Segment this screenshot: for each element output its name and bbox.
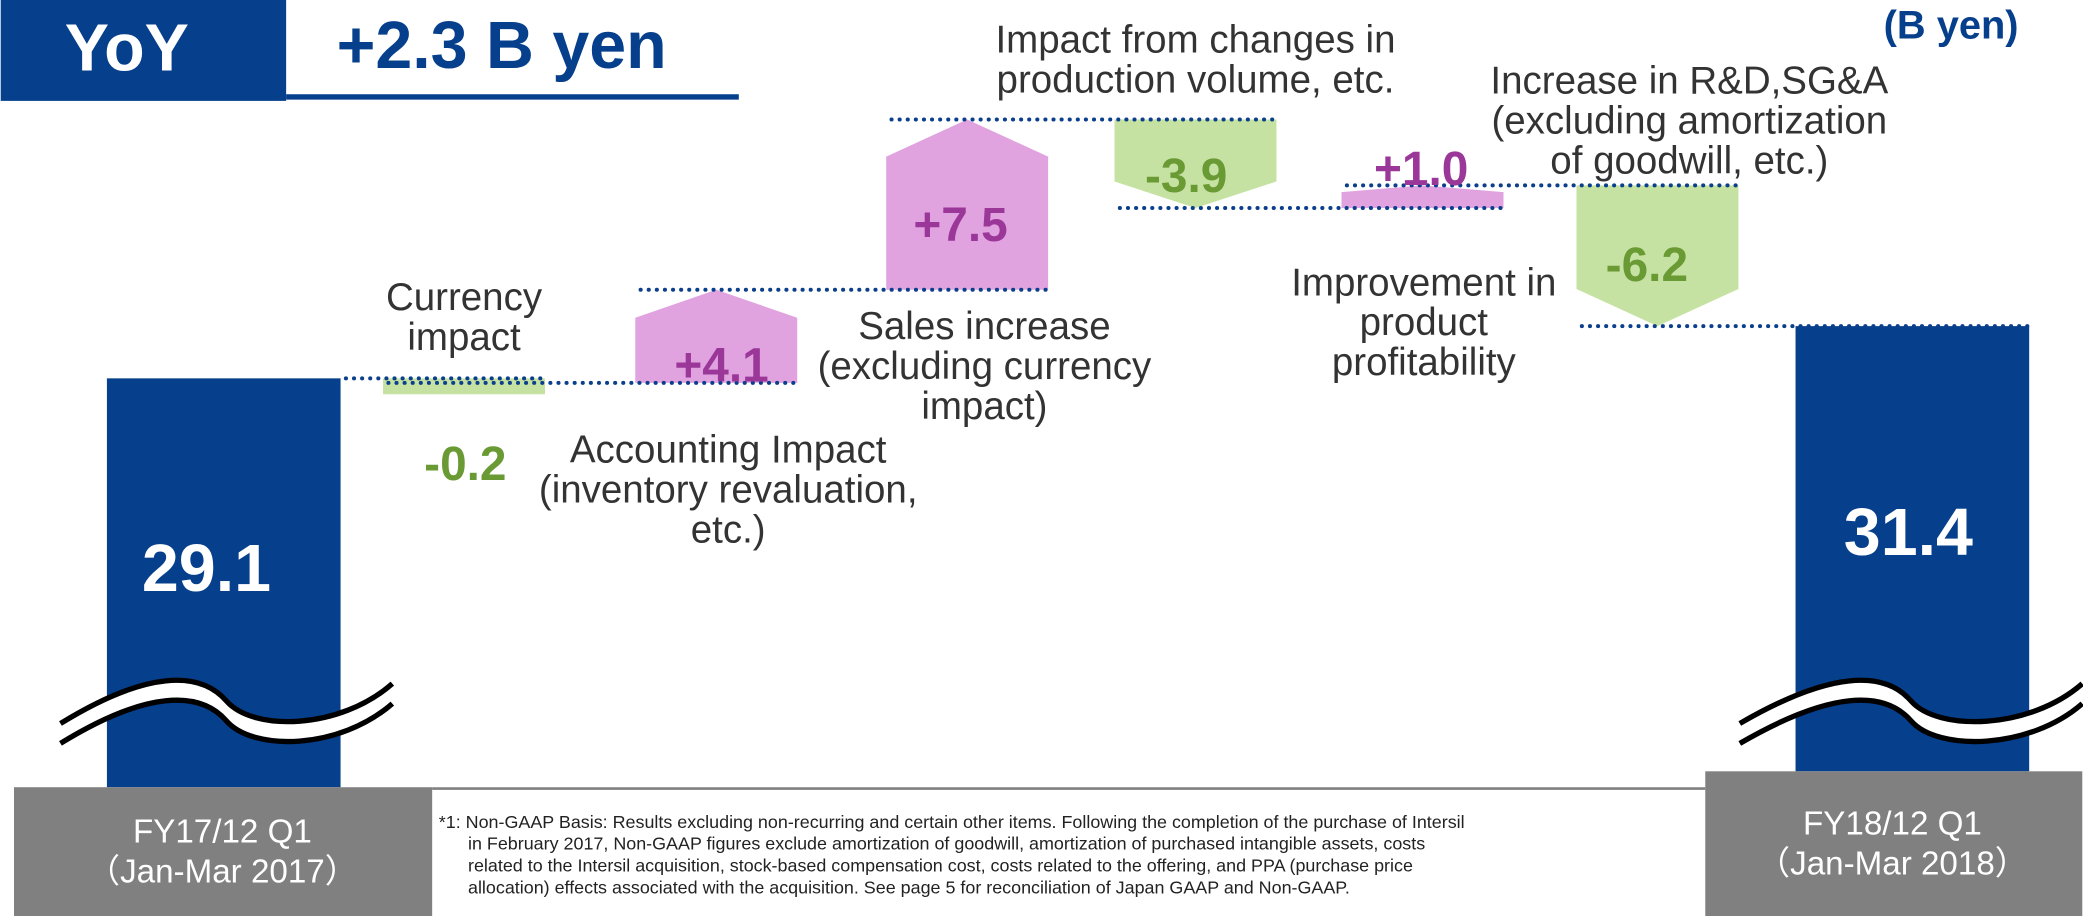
chart-title: +2.3 B yen: [337, 9, 667, 83]
axis-break: [1739, 680, 2083, 744]
increase-bar: [1341, 185, 1504, 209]
delta-label: -3.9: [1145, 150, 1227, 203]
delta-label: -6.2: [1606, 239, 1688, 292]
unit-label: (B yen): [1884, 3, 2019, 47]
labels: 29.1 FY17/12 Q1 （Jan-Mar 2017） -0.2 Currency…: [87, 19, 2028, 898]
period-label: FY17/12 Q1 （Jan-Mar 2017）: [87, 813, 358, 890]
axis-break-line: [1738, 697, 2083, 746]
footnote-line: allocation) effects associated with the …: [468, 878, 1350, 898]
axis-break-line: [1738, 677, 2083, 726]
delta-label: +4.1: [674, 340, 768, 393]
badge-box: [0, 0, 287, 101]
decrease-bar: [1576, 185, 1739, 327]
footer-box-left: [13, 787, 433, 916]
delta-label: +7.5: [913, 199, 1007, 252]
category-label: Sales increase (excluding currency impact): [818, 305, 1152, 428]
category-label: Currency impact: [386, 276, 543, 359]
footnote-line: *1: Non-GAAP Basis: Results excluding no…: [439, 812, 1465, 832]
category-label: Increase in R&D,SG&A (excluding amortizat…: [1490, 60, 1888, 183]
category-label: Impact from changes in production volume,…: [995, 19, 1395, 102]
increase-bar: [886, 119, 1049, 290]
total-label: 31.4: [1844, 496, 1973, 570]
axis-break-line: [59, 697, 395, 746]
period-label: FY18/12 Q1 （Jan-Mar 2018）: [1757, 805, 2028, 882]
decrease-bar: [383, 378, 546, 395]
category-label: Accounting Impact (inventory revaluation,…: [539, 429, 918, 552]
footnote-line: in February 2017, Non-GAAP figures exclu…: [468, 834, 1425, 854]
marks: [59, 117, 2083, 788]
axis-break-line: [59, 677, 395, 726]
category-label: Improvement in product profitability: [1291, 262, 1556, 385]
total-label: 29.1: [142, 532, 271, 606]
axis-break: [60, 680, 393, 744]
increase-bar: [635, 289, 798, 383]
delta-label: -0.2: [424, 438, 506, 491]
decrease-bar: [1114, 119, 1277, 209]
delta-label: +1.0: [1374, 143, 1468, 196]
footer-box-right: [1705, 771, 2083, 916]
footnote-line: related to the Intersil acquisition, sto…: [468, 856, 1413, 876]
badge: YoY: [65, 12, 189, 86]
